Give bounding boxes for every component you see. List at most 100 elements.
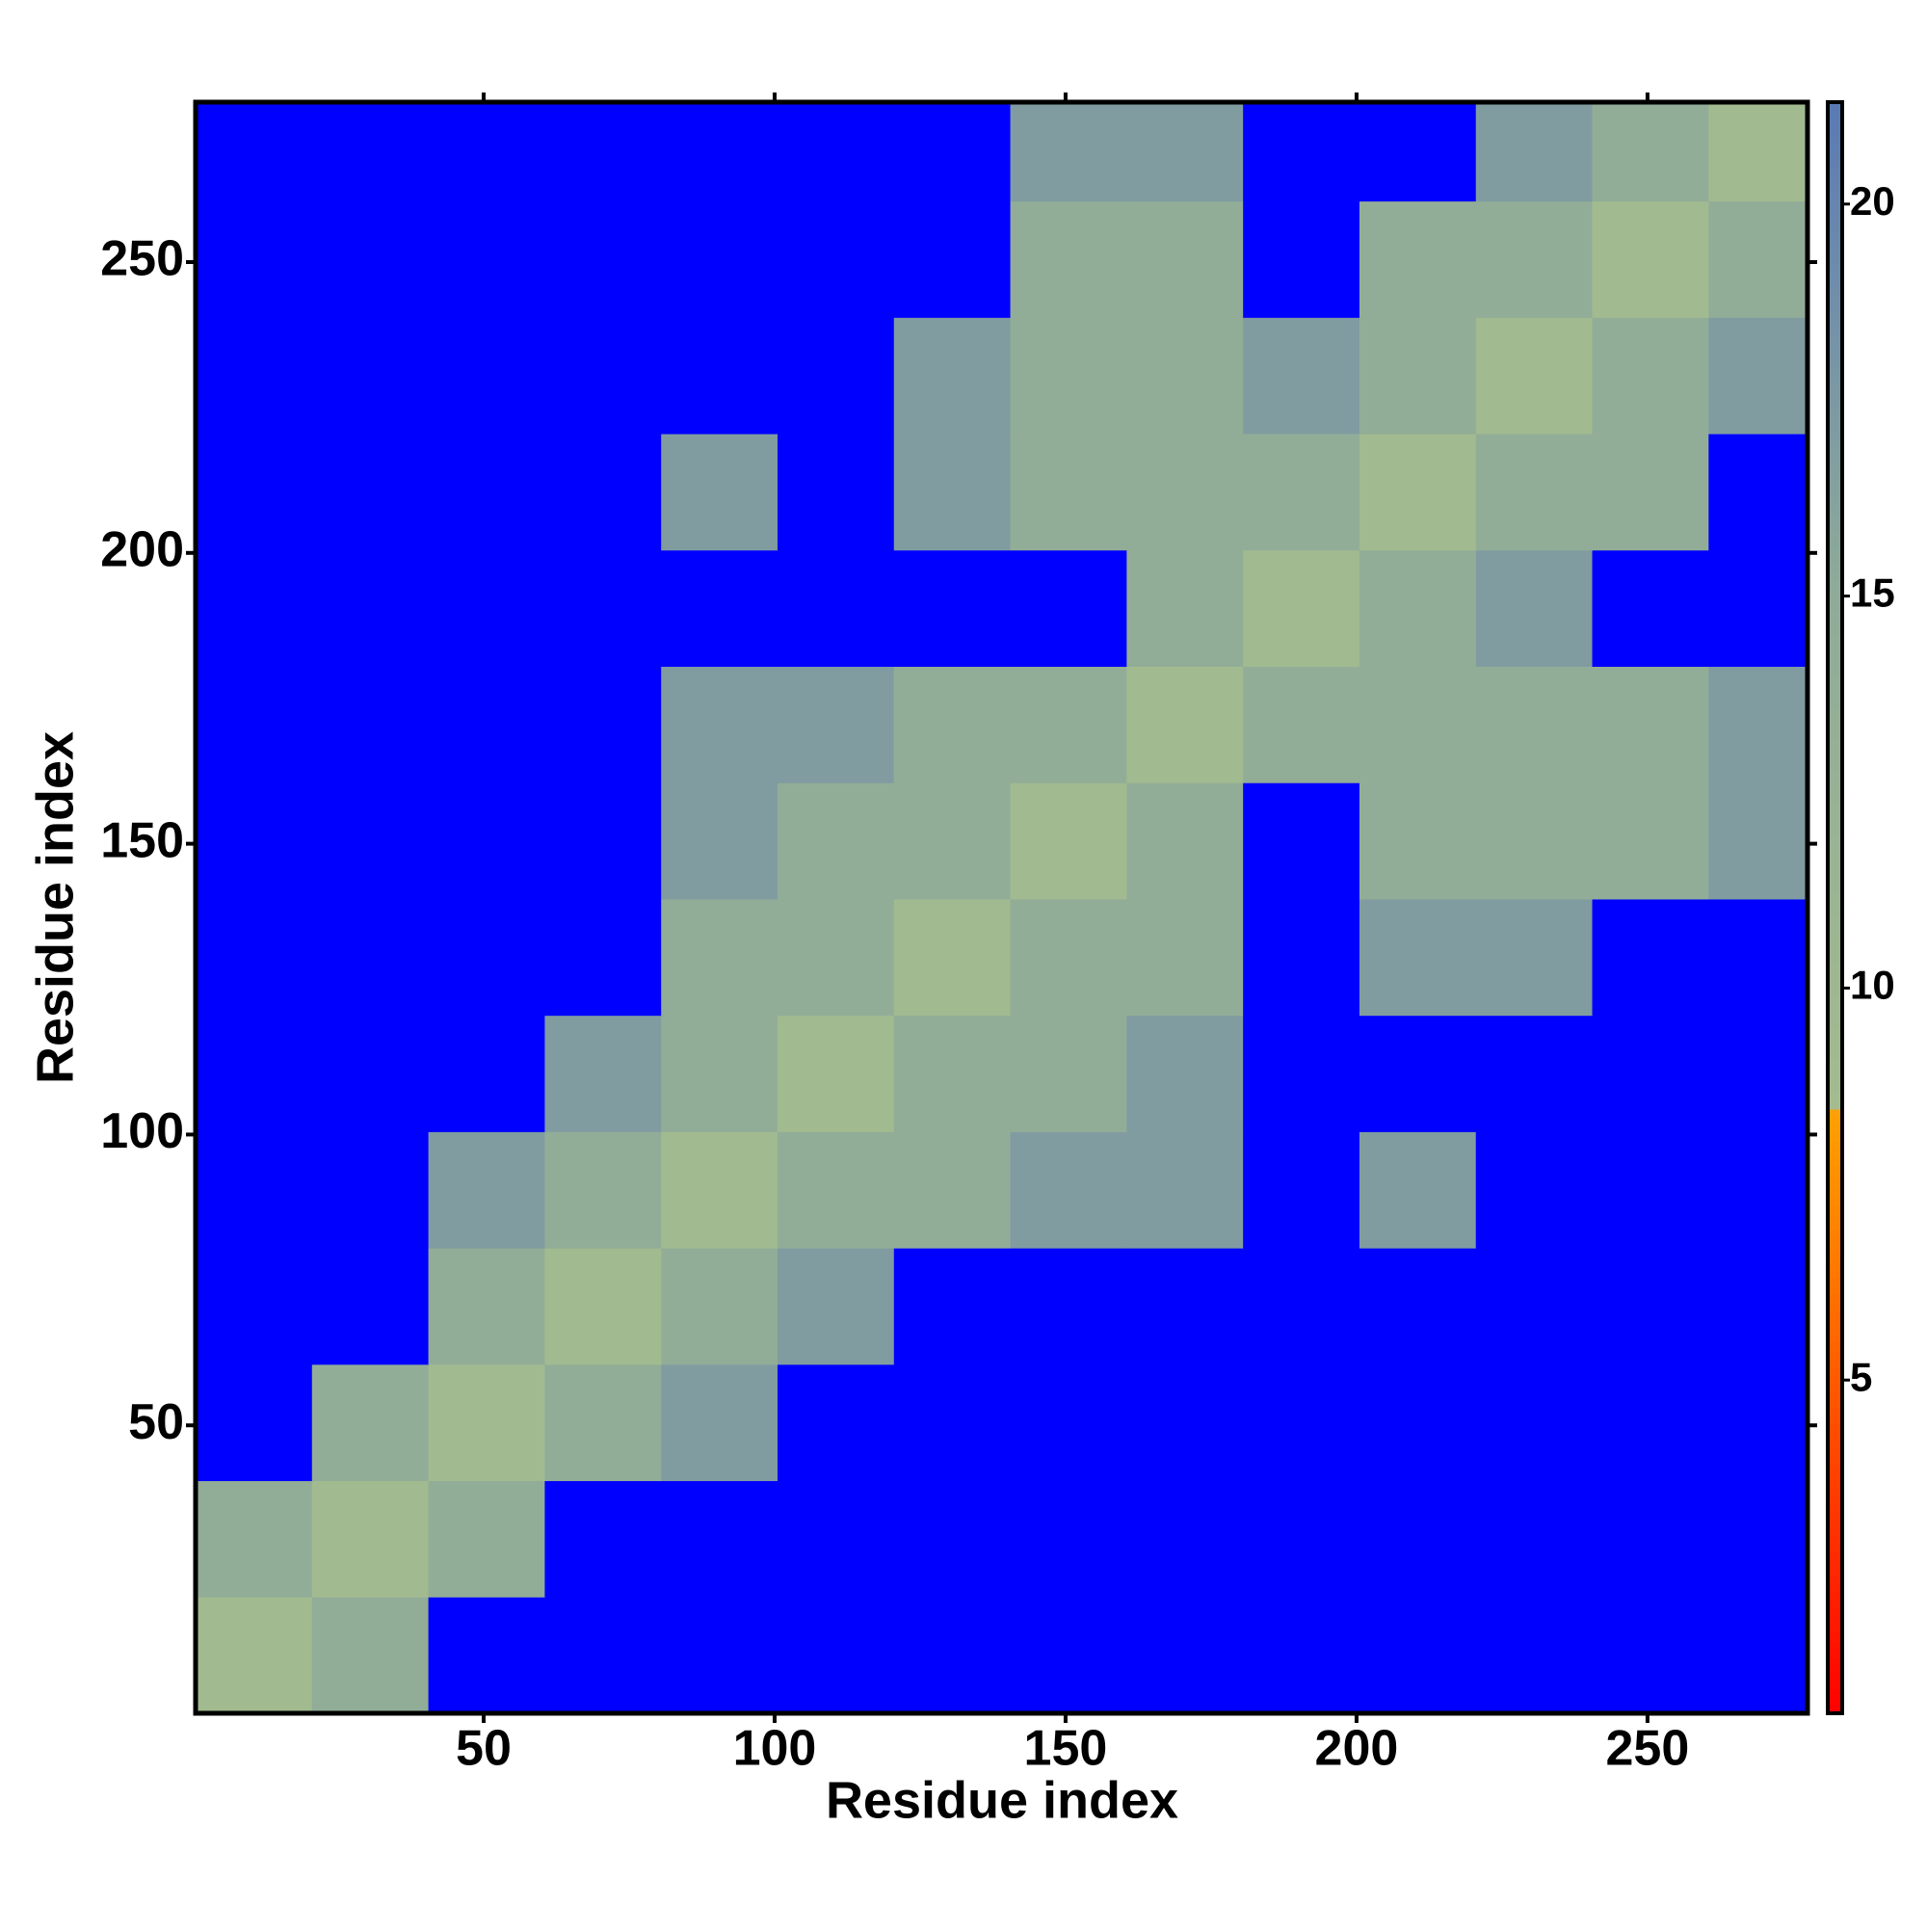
colorbar-segment bbox=[1828, 819, 1842, 828]
heatmap-cell bbox=[1243, 1248, 1360, 1365]
heatmap-cell bbox=[1708, 317, 1808, 435]
colorbar-segment bbox=[1828, 464, 1842, 474]
colorbar-segment bbox=[1828, 851, 1842, 860]
colorbar-segment bbox=[1828, 1625, 1842, 1633]
colorbar-segment bbox=[1828, 1197, 1842, 1206]
heatmap-cell bbox=[1475, 317, 1594, 435]
heatmap-cell bbox=[1475, 1248, 1594, 1365]
x-tick-label: 200 bbox=[1315, 1721, 1399, 1777]
colorbar-segment bbox=[1828, 1222, 1842, 1231]
colorbar-segment bbox=[1828, 1536, 1842, 1545]
heatmap-cell bbox=[544, 1363, 662, 1482]
colorbar-segment bbox=[1828, 1503, 1842, 1513]
colorbar-segment bbox=[1828, 1230, 1842, 1239]
heatmap-cell bbox=[1592, 317, 1709, 435]
colorbar-segment bbox=[1828, 1076, 1842, 1086]
heatmap-cell bbox=[893, 1248, 1012, 1365]
colorbar-segment bbox=[1828, 666, 1842, 675]
colorbar-tick-label: 15 bbox=[1850, 570, 1895, 616]
heatmap-cell bbox=[196, 1015, 313, 1132]
heatmap-cell bbox=[661, 200, 779, 318]
colorbar-segment bbox=[1828, 923, 1842, 933]
colorbar-segment bbox=[1828, 1052, 1842, 1062]
x-tick-label: 50 bbox=[456, 1721, 512, 1777]
heatmap-cell bbox=[196, 434, 313, 551]
colorbar-segment bbox=[1828, 198, 1842, 208]
heatmap-cell bbox=[1708, 434, 1808, 551]
heatmap-cell bbox=[428, 1480, 545, 1598]
heatmap-cell bbox=[1592, 782, 1709, 900]
heatmap-cell bbox=[1126, 666, 1244, 783]
heatmap-cell bbox=[777, 1248, 895, 1365]
heatmap-cell bbox=[1708, 1363, 1808, 1482]
colorbar-segment bbox=[1828, 1447, 1842, 1456]
colorbar-segment bbox=[1828, 649, 1842, 659]
colorbar-segment bbox=[1828, 352, 1842, 361]
colorbar-segment bbox=[1828, 1575, 1842, 1585]
colorbar-segment bbox=[1828, 1512, 1842, 1521]
colorbar-segment bbox=[1828, 311, 1842, 321]
colorbar-segment bbox=[1828, 1520, 1842, 1529]
heatmap-cell bbox=[1126, 317, 1244, 435]
colorbar-segment bbox=[1828, 328, 1842, 336]
colorbar-segment bbox=[1828, 1705, 1842, 1714]
heatmap-cell bbox=[1708, 1131, 1808, 1249]
heatmap-cell bbox=[1010, 1015, 1127, 1132]
colorbar-segment bbox=[1828, 472, 1842, 482]
colorbar-segment bbox=[1828, 1688, 1842, 1698]
heatmap-cell bbox=[1359, 1597, 1477, 1714]
colorbar-segment bbox=[1828, 319, 1842, 329]
heatmap-cell bbox=[1126, 200, 1244, 318]
heatmap-cell bbox=[1243, 782, 1360, 900]
colorbar-segment bbox=[1828, 1487, 1842, 1496]
colorbar-segment bbox=[1828, 367, 1842, 377]
heatmap-cell bbox=[1243, 200, 1360, 318]
colorbar-segment bbox=[1828, 1117, 1842, 1126]
colorbar-segment bbox=[1828, 1664, 1842, 1674]
heatmap-cell bbox=[777, 1597, 895, 1714]
colorbar-segment bbox=[1828, 1254, 1842, 1263]
colorbar-segment bbox=[1828, 1173, 1842, 1182]
colorbar-segment bbox=[1828, 1093, 1842, 1102]
heatmap-cell bbox=[1475, 200, 1594, 318]
heatmap-cell bbox=[1708, 1480, 1808, 1598]
colorbar-segment bbox=[1828, 980, 1842, 990]
colorbar-segment bbox=[1828, 1640, 1842, 1650]
heatmap-cell bbox=[893, 317, 1012, 435]
heatmap-cell bbox=[428, 102, 545, 202]
heatmap-cell bbox=[1592, 102, 1709, 202]
colorbar-segment bbox=[1828, 263, 1842, 273]
colorbar-segment bbox=[1828, 834, 1842, 844]
heatmap-cell bbox=[1475, 549, 1594, 668]
colorbar-segment bbox=[1828, 1439, 1842, 1448]
heatmap-cell bbox=[1359, 898, 1477, 1017]
colorbar-segment bbox=[1828, 1592, 1842, 1601]
colorbar-segment bbox=[1828, 698, 1842, 707]
heatmap-cell bbox=[1243, 549, 1360, 668]
colorbar-segment bbox=[1828, 496, 1842, 506]
colorbar-segment bbox=[1828, 142, 1842, 151]
colorbar-segment bbox=[1828, 1310, 1842, 1319]
colorbar-segment bbox=[1828, 988, 1842, 997]
heatmap-cell bbox=[1475, 1363, 1594, 1482]
heatmap-cell bbox=[893, 1597, 1012, 1714]
colorbar-segment bbox=[1828, 513, 1842, 522]
heatmap-cell bbox=[661, 1480, 779, 1598]
heatmap-cell bbox=[777, 782, 895, 900]
heatmap-cell bbox=[1010, 1363, 1127, 1482]
heatmap-cell bbox=[1359, 549, 1477, 668]
heatmap-cell bbox=[1126, 102, 1244, 202]
colorbar-segment bbox=[1828, 1285, 1842, 1295]
colorbar-segment bbox=[1828, 1149, 1842, 1158]
colorbar-segment bbox=[1828, 1318, 1842, 1328]
heatmap-cell bbox=[1359, 782, 1477, 900]
colorbar-segment bbox=[1828, 899, 1842, 909]
heatmap-cell bbox=[196, 782, 313, 900]
heatmap-cell bbox=[661, 102, 779, 202]
heatmap-cell bbox=[196, 1363, 313, 1482]
colorbar-segment bbox=[1828, 295, 1842, 304]
heatmap-cell bbox=[1243, 1480, 1360, 1598]
colorbar-segment bbox=[1828, 1342, 1842, 1352]
heatmap-cell bbox=[1708, 1015, 1808, 1132]
